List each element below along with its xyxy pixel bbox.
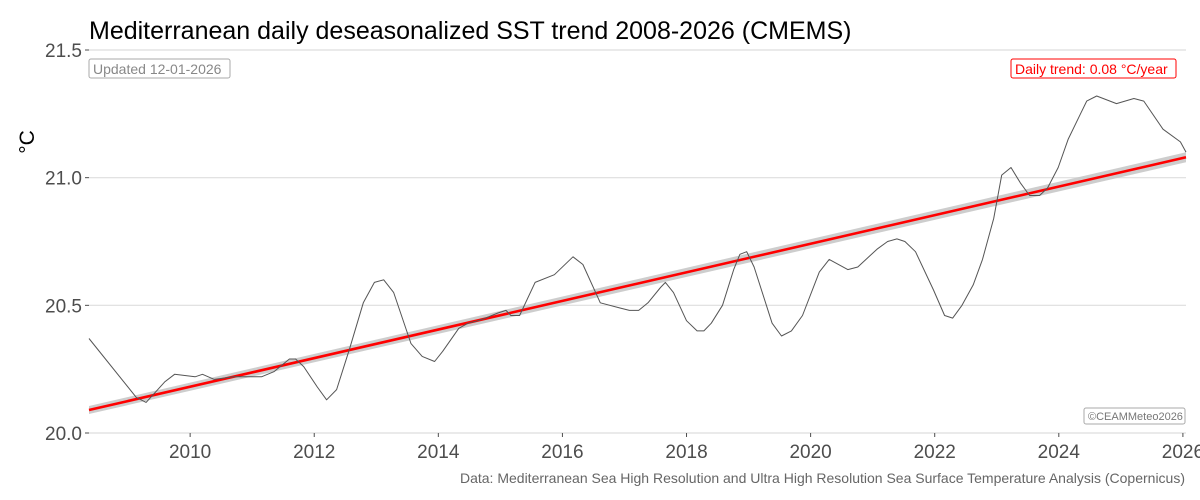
sst-series-line <box>88 95 1187 403</box>
trend-line <box>88 155 1187 412</box>
copyright-badge-text: ©CEAMMeteo2026 <box>1088 411 1183 423</box>
x-axis: 2010 2012 2014 2016 2018 2020 2022 2024 2026 <box>169 433 1200 463</box>
y-tick-label: 20.0 <box>45 424 82 445</box>
copyright-badge: ©CEAMMeteo2026 <box>1083 407 1186 425</box>
trend-badge: Daily trend: 0.08 °C/year <box>1010 58 1177 79</box>
copyright-badge-box <box>1083 407 1186 425</box>
x-tick-label: 2020 <box>789 442 831 463</box>
trend-layer <box>88 152 1187 415</box>
trend-badge-text: Daily trend: 0.08 °C/year <box>1015 61 1168 77</box>
x-tick-label: 2010 <box>169 442 211 463</box>
updated-badge-box <box>88 58 231 79</box>
updated-badge: Updated 12-01-2026 <box>88 58 231 79</box>
series-layer <box>88 95 1187 403</box>
x-tick-label: 2016 <box>541 442 583 463</box>
x-tick-label: 2022 <box>914 442 956 463</box>
y-axis: 20.0 20.5 21.0 21.5 <box>45 41 89 445</box>
y-tick-label: 21.5 <box>45 41 82 62</box>
y-tick-label: 21.0 <box>45 169 82 190</box>
updated-badge-text: Updated 12-01-2026 <box>93 61 222 77</box>
data-source-caption: Data: Mediterranean Sea High Resolution … <box>460 470 1185 486</box>
x-tick-label: 2024 <box>1038 442 1081 463</box>
chart-title: Mediterranean daily deseasonalized SST t… <box>89 17 851 45</box>
x-tick-label: 2012 <box>293 442 335 463</box>
x-tick-label: 2026 <box>1162 442 1200 463</box>
gridlines <box>89 49 1186 434</box>
x-tick-label: 2014 <box>417 442 460 463</box>
y-axis-label: °C <box>16 130 39 154</box>
y-tick-label: 20.5 <box>45 296 82 317</box>
trend-badge-box <box>1010 58 1177 79</box>
x-tick-label: 2018 <box>665 442 707 463</box>
